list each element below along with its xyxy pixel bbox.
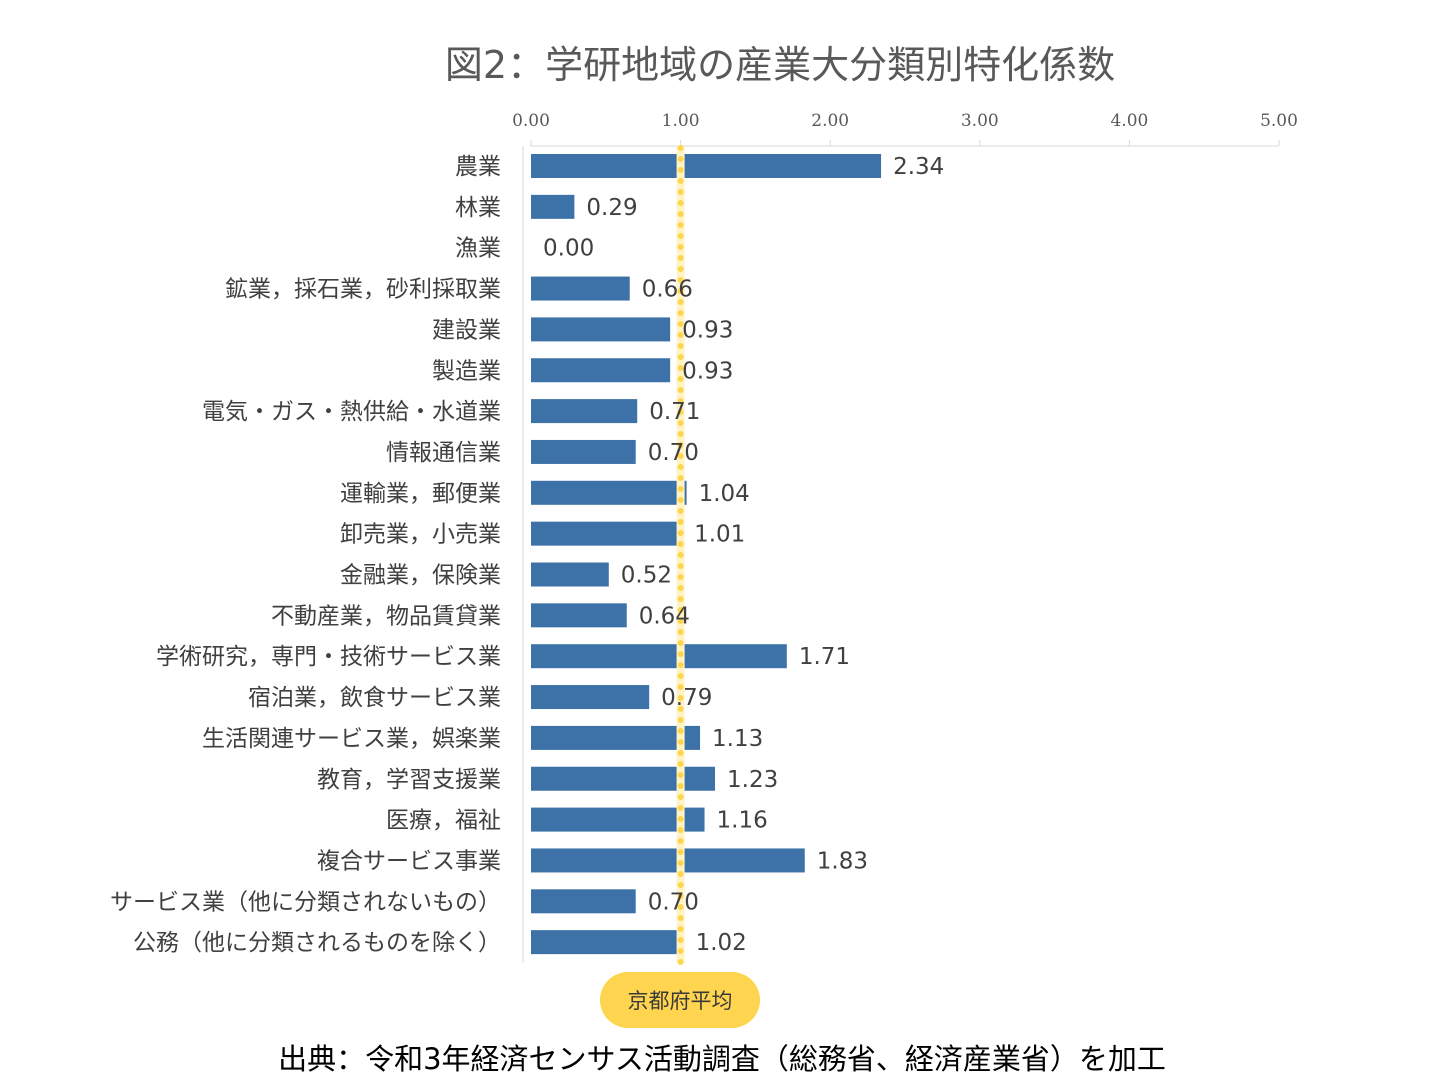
- data-label: 1.23: [727, 767, 778, 793]
- bar: [531, 562, 609, 587]
- category-label: 生活関連サービス業，娯楽業: [202, 726, 501, 752]
- bar: [531, 317, 671, 342]
- x-tick-label: 3.00: [961, 111, 999, 131]
- bar: [531, 644, 787, 669]
- category-label: サービス業（他に分類されないもの）: [110, 889, 501, 915]
- data-label: 1.01: [694, 522, 745, 548]
- category-label: 教育，学習支援業: [317, 767, 501, 793]
- data-label: 1.02: [696, 930, 747, 956]
- x-tick-label: 4.00: [1110, 111, 1148, 131]
- bar: [531, 276, 630, 301]
- bar: [531, 685, 650, 710]
- bars: [531, 154, 882, 955]
- category-label: 運輸業，郵便業: [340, 481, 501, 507]
- data-label: 1.13: [712, 726, 763, 752]
- bar: [531, 725, 701, 750]
- bar: [531, 194, 575, 219]
- x-tick-label: 2.00: [811, 111, 849, 131]
- data-label: 0.93: [682, 317, 733, 343]
- bar: [531, 399, 638, 424]
- bar: [531, 930, 684, 955]
- data-label: 0.66: [642, 277, 693, 303]
- category-label: 学術研究，専門・技術サービス業: [156, 644, 501, 670]
- data-label: 0.70: [648, 440, 699, 466]
- bar: [531, 848, 805, 873]
- data-label: 0.29: [586, 195, 637, 221]
- category-label: 不動産業，物品賃貸業: [271, 603, 501, 629]
- x-tick-label: 5.00: [1260, 111, 1298, 131]
- category-label: 卸売業，小売業: [340, 522, 501, 548]
- category-label: 製造業: [432, 358, 501, 384]
- data-label: 2.34: [893, 154, 944, 180]
- bar: [531, 889, 636, 914]
- bar: [531, 521, 683, 546]
- bar: [531, 807, 705, 832]
- category-label: 建設業: [432, 317, 501, 343]
- category-label: 宿泊業，飲食サービス業: [248, 685, 501, 711]
- bar: [531, 154, 882, 178]
- data-label: 0.52: [621, 563, 672, 589]
- data-label: 0.71: [649, 399, 700, 425]
- data-label: 0.93: [682, 358, 733, 384]
- chart-title: 図2：学研地域の産業大分類別特化係数: [444, 43, 1116, 87]
- x-tick-label: 1.00: [662, 111, 700, 131]
- labels: 農業 2.34 林業 0.29 漁業 0.00 鉱業，採石業，砂利採取業 0.66 建設業 0.9…: [110, 154, 944, 956]
- category-label: 漁業: [455, 236, 501, 262]
- category-label: 農業: [455, 154, 501, 180]
- data-label: 1.71: [799, 644, 850, 670]
- data-label: 0.70: [648, 889, 699, 915]
- data-label: 0.64: [639, 603, 690, 629]
- data-label: 0.79: [661, 685, 712, 711]
- bar: [531, 480, 687, 505]
- data-label: 0.00: [543, 236, 594, 262]
- source-note: 出典：令和3年経済センサス活動調査（総務省、経済産業省）を加工: [278, 1042, 1166, 1076]
- category-label: 情報通信業: [386, 440, 501, 466]
- category-label: 電気・ガス・熱供給・水道業: [202, 399, 501, 425]
- category-label: 複合サービス事業: [317, 848, 501, 874]
- category-label: 医療，福祉: [386, 808, 501, 834]
- x-axis: 0.00 1.00 2.00 3.00 4.00 5.00: [512, 111, 1298, 963]
- category-label: 公務（他に分類されるものを除く）: [133, 930, 501, 956]
- bar: [531, 358, 671, 383]
- bar: [531, 603, 627, 628]
- x-tick-label: 0.00: [512, 111, 550, 131]
- category-label: 金融業，保険業: [340, 563, 501, 589]
- category-label: 林業: [455, 195, 501, 221]
- bar: [531, 439, 636, 464]
- data-label: 1.83: [817, 848, 868, 874]
- category-label: 鉱業，採石業，砂利採取業: [225, 277, 501, 303]
- reference-line-label: 京都府平均: [600, 972, 760, 1028]
- bar: [531, 766, 716, 791]
- data-label: 1.16: [717, 808, 768, 834]
- data-label: 1.04: [699, 481, 750, 507]
